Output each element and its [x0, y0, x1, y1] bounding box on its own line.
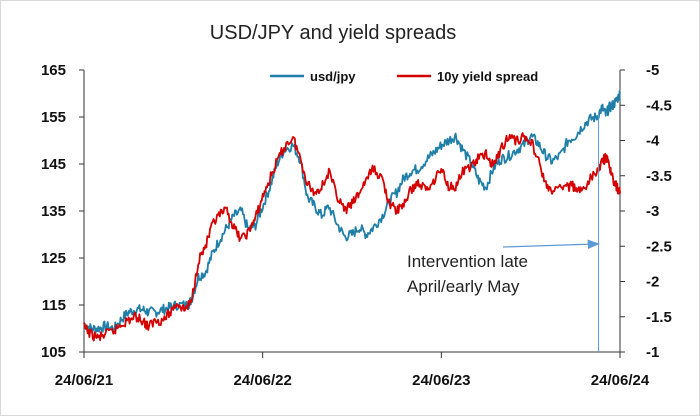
right-tick-label: -2 — [646, 274, 659, 291]
chart-title: USD/JPY and yield spreads — [210, 22, 456, 44]
annotation-line-2: April/early May — [407, 277, 520, 296]
axes: 105 115 125 135 145 155 165 -1 -1.5 -2 -2.5 -3 -3.5 -… — [41, 62, 672, 389]
left-tick-label: 115 — [42, 297, 66, 314]
right-tick-label: -1 — [646, 344, 659, 361]
right-tick-label: -4.5 — [646, 97, 672, 114]
left-tick-label: 135 — [41, 203, 66, 220]
annotation: Intervention late April/early May — [407, 112, 600, 352]
x-tick-label: 24/06/22 — [233, 372, 291, 389]
right-tick-label: -1.5 — [646, 309, 672, 326]
right-tick-label: -4 — [646, 133, 660, 150]
x-tick-label: 24/06/23 — [412, 372, 470, 389]
right-tick-label: -5 — [646, 62, 659, 79]
legend-label-yield-spread: 10y yield spread — [437, 69, 538, 84]
left-tick-label: 145 — [41, 156, 66, 173]
annotation-arrow — [502, 239, 600, 250]
right-tick-label: -2.5 — [646, 238, 672, 255]
left-tick-label: 155 — [41, 109, 66, 126]
right-tick-label: -3.5 — [646, 168, 672, 185]
series-line-0 — [83, 90, 621, 334]
left-tick-label: 105 — [41, 344, 66, 361]
legend: usd/jpy 10y yield spread — [270, 69, 538, 84]
left-tick-label: 165 — [41, 62, 66, 79]
series-lines — [83, 90, 621, 342]
right-tick-label: -3 — [646, 203, 659, 220]
x-tick-label: 24/06/24 — [591, 372, 650, 389]
annotation-line-1: Intervention late — [407, 252, 528, 271]
legend-label-usdjpy: usd/jpy — [310, 69, 356, 84]
series-line-1 — [83, 132, 621, 342]
x-tick-label: 24/06/21 — [55, 372, 113, 389]
left-tick-label: 125 — [41, 250, 66, 267]
